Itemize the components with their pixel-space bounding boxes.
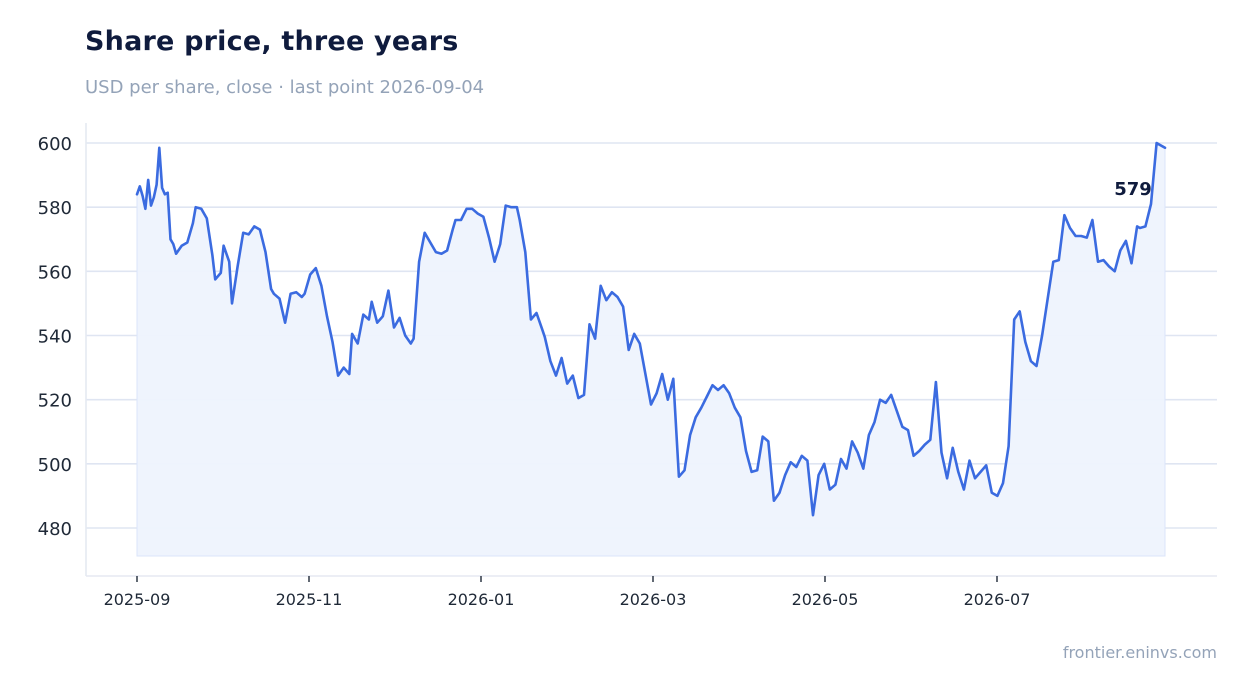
last-value-label: 579	[1114, 179, 1152, 200]
x-tick-label: 2026-07	[964, 590, 1031, 609]
x-tick-label: 2026-05	[792, 590, 859, 609]
x-tick-label: 2025-11	[276, 590, 343, 609]
y-tick-label: 520	[38, 391, 72, 412]
chart-title: Share price, three years	[85, 26, 459, 57]
y-tick-label: 480	[38, 519, 72, 540]
y-tick-labels: 480 500 520 540 560 580 600	[38, 134, 72, 540]
y-tick-label: 560	[38, 262, 72, 283]
chart-subtitle: USD per share, close · last point 2026-0…	[85, 77, 485, 98]
price-area-fill	[136, 142, 1166, 557]
x-tick-label: 2026-03	[620, 590, 687, 609]
source-credit: frontier.eninvs.com	[1062, 643, 1217, 662]
y-tick-label: 540	[38, 327, 72, 348]
y-tick-label: 580	[38, 198, 72, 219]
x-tick-label: 2026-01	[448, 590, 515, 609]
x-tick-label: 2025-09	[104, 590, 171, 609]
y-tick-label: 600	[38, 134, 72, 155]
axis-layer	[85, 123, 1217, 577]
price-line	[135, 141, 1167, 517]
y-tick-label: 500	[38, 455, 72, 476]
x-tick-labels: 2025-09 2025-11 2026-01 2026-03 2026-05 2026-…	[104, 576, 1031, 609]
